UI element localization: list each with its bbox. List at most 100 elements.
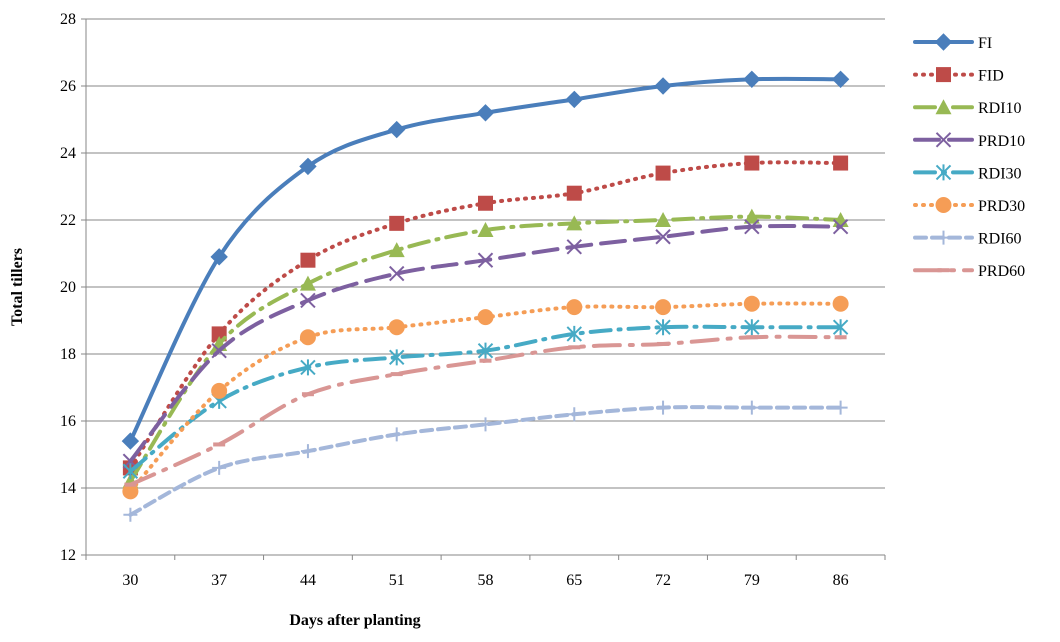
star-mark-stroke [122,463,139,480]
data-point-fi-79 [743,70,761,89]
x-mark-stroke [389,265,405,282]
y-tick-label: 12 [60,547,76,564]
x-tick-label: 37 [211,572,227,589]
data-point-fi-86 [831,70,850,89]
legend-marker-fid [936,67,951,83]
plus-mark-stroke [478,417,493,432]
legend-marker-rdi10 [935,99,952,115]
legend-marker-prd30 [935,197,952,213]
x-mark-stroke [935,132,952,148]
data-point-fid-79 [744,155,760,171]
star-mark-stroke [477,342,494,359]
x-tick-label: 72 [655,572,671,589]
y-tick-label: 18 [60,346,76,363]
y-axis-title: Total tillers [9,248,26,326]
x-axis-title: Days after planting [289,612,420,629]
data-point-prd30-51 [388,319,405,336]
x-tick-label: 86 [833,572,849,589]
x-mark-stroke [211,342,227,359]
plus-mark-stroke [300,444,315,459]
legend-item-prd10: PRD10 [913,132,1025,150]
series-fi [121,70,850,450]
data-point-rdi10-72 [655,212,672,227]
plus-mark-stroke [212,460,227,475]
data-point-fid-86 [833,155,849,171]
plus-mark-stroke [833,400,848,415]
data-point-rdi10-79 [743,208,760,224]
data-point-fid-58 [478,195,493,211]
data-point-rdi60-79 [744,400,759,415]
data-point-rdi30-65 [566,325,582,342]
star-mark-stroke [566,325,582,342]
gridlines [86,18,885,556]
y-tick-label: 28 [60,11,76,28]
data-point-rdi60-51 [389,427,404,442]
legend-label-prd10: PRD10 [978,133,1025,150]
y-tick-label: 16 [60,413,76,430]
legend-item-rdi30: RDI30 [913,164,1022,182]
plus-mark-stroke [936,230,951,245]
axes: 12 14 16 18 20 22 24 26 28 30 37 44 51 58 65 72 79 86 [60,11,886,589]
data-point-prd30-72 [655,299,672,316]
x-mark-stroke [655,229,671,245]
series-layer [121,70,850,522]
data-point-fi-51 [388,120,406,139]
data-point-rdi10-51 [388,242,405,258]
data-point-prd10-51 [389,265,405,282]
data-point-prd10-65 [566,239,582,255]
x-mark-stroke [832,218,849,235]
data-point-fi-65 [565,90,583,109]
legend-item-prd60: PRD60 [913,263,1025,280]
legend-item-fi: FI [913,33,992,52]
data-point-rdi60-72 [656,400,671,415]
plus-mark-stroke [656,400,671,415]
star-mark-stroke [389,349,405,366]
star-mark-stroke [744,319,760,336]
data-point-fi-30 [121,432,140,450]
data-point-prd10-79 [744,218,760,235]
series-rdi60 [123,400,848,522]
data-point-prd30-44 [299,329,316,346]
data-point-fi-72 [654,77,672,95]
data-point-prd10-44 [300,292,316,309]
data-point-rdi30-86 [832,319,849,336]
star-mark-stroke [300,359,316,376]
series-prd30 [122,295,849,500]
legend-label-rdi10: RDI10 [978,100,1022,117]
data-point-rdi10-58 [477,222,494,238]
legend-item-rdi60: RDI60 [913,230,1022,248]
legend-label-fi: FI [978,35,992,52]
data-point-fi-44 [299,157,317,176]
data-point-prd10-72 [655,229,671,245]
data-point-prd30-86 [832,295,849,312]
legend-marker-rdi60 [936,230,951,245]
data-point-prd30-37 [211,382,228,399]
series-prd60 [124,334,847,487]
data-point-rdi60-86 [833,400,848,415]
data-point-rdi60-30 [123,507,138,522]
series-line-rdi60 [128,405,843,517]
legend-label-prd60: PRD60 [978,263,1025,280]
x-tick-label: 30 [122,572,138,589]
x-tick-label: 58 [478,572,494,589]
data-point-rdi30-79 [744,319,760,336]
star-mark-stroke [655,319,671,336]
legend-item-rdi10: RDI10 [913,99,1022,117]
data-point-rdi60-37 [212,460,227,475]
data-point-rdi60-58 [478,417,493,432]
data-point-rdi30-30 [122,463,139,480]
data-point-fid-51 [389,215,405,231]
data-point-fid-65 [566,185,582,201]
x-mark-stroke [744,218,760,235]
legend-label-fid: FID [978,68,1004,85]
plus-mark-stroke [567,407,582,422]
data-point-rdi30-58 [477,342,494,359]
legend-item-prd30: PRD30 [913,197,1025,215]
legend-label-rdi30: RDI30 [978,165,1022,182]
x-tick-label: 79 [744,572,760,589]
y-tick-label: 14 [60,480,76,497]
data-point-fid-44 [300,252,316,268]
x-tick-label: 44 [300,572,316,589]
data-point-rdi60-65 [567,407,582,422]
